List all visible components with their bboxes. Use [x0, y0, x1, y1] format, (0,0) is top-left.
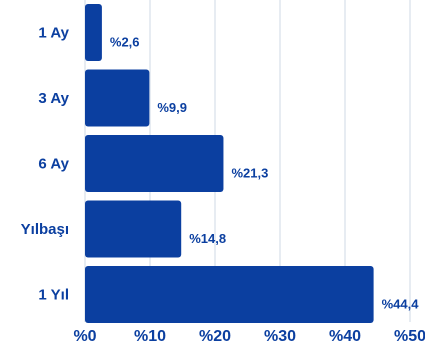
category-labels: 1 Ay 3 Ay 6 Ay Yılbaşı 1 Yıl — [21, 25, 70, 304]
bar-0 — [85, 4, 102, 61]
category-label-4: 1 Yıl — [38, 287, 69, 304]
category-label-1: 3 Ay — [38, 90, 69, 107]
x-tick-label-0: %0 — [73, 328, 96, 345]
bar-2 — [85, 135, 224, 192]
category-label-2: 6 Ay — [38, 156, 69, 173]
bars — [85, 4, 374, 323]
x-axis-tick-labels: %0 %10 %20 %30 %40 %50 — [73, 328, 425, 345]
value-label-4: %44,4 — [382, 297, 420, 312]
value-labels: %2,6 %9,9 %21,3 %14,8 %44,4 — [110, 35, 419, 312]
x-tick-label-5: %50 — [394, 328, 425, 345]
bar-1 — [85, 69, 150, 127]
x-tick-label-4: %40 — [329, 328, 361, 345]
value-label-3: %14,8 — [189, 231, 226, 246]
category-label-0: 1 Ay — [38, 25, 69, 42]
x-tick-label-1: %10 — [134, 328, 166, 345]
value-label-2: %21,3 — [231, 166, 268, 181]
value-label-1: %9,9 — [157, 100, 187, 115]
category-label-3: Yılbaşı — [21, 221, 69, 238]
value-label-0: %2,6 — [110, 35, 140, 50]
bar-3 — [85, 200, 182, 258]
bar-4 — [85, 266, 374, 323]
x-tick-label-3: %30 — [264, 328, 296, 345]
x-tick-label-2: %20 — [199, 328, 231, 345]
